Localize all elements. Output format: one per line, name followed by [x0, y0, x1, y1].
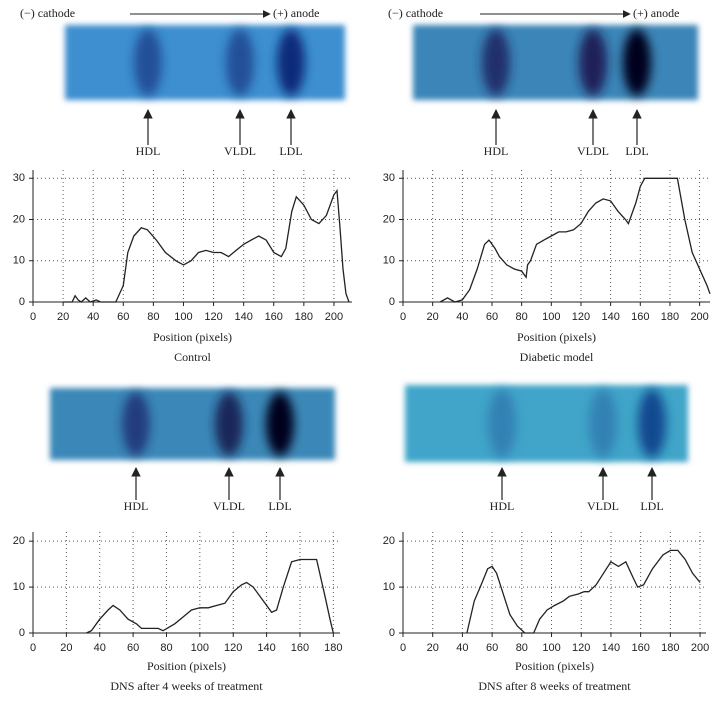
y-tick-label: 20 [13, 535, 25, 547]
x-tick-label: 60 [127, 642, 139, 654]
gel-band [215, 392, 243, 456]
x-tick-label: 0 [400, 642, 406, 654]
band-label: VLDL [213, 499, 245, 513]
y-tick-label: 20 [13, 213, 25, 225]
data-line [466, 549, 701, 634]
y-tick-label: 20 [383, 535, 395, 547]
x-tick-label: 120 [572, 311, 590, 323]
band-label: VLDL [587, 499, 619, 513]
x-tick-label: 60 [486, 642, 498, 654]
x-tick-label: 200 [690, 311, 708, 323]
y-tick-label: 30 [13, 172, 25, 184]
band-label: HDL [124, 499, 149, 513]
y-tick-label: 30 [383, 172, 395, 184]
x-tick-label: 20 [427, 642, 439, 654]
y-tick-label: 20 [383, 213, 395, 225]
x-axis-label: Position (pixels) [515, 659, 594, 673]
y-tick-label: 0 [389, 627, 395, 639]
x-tick-label: 80 [160, 642, 172, 654]
gel-image [413, 25, 698, 100]
x-tick-label: 140 [601, 311, 619, 323]
gel-band [482, 29, 510, 96]
cathode-label: (−) cathode [388, 6, 443, 20]
y-tick-label: 0 [19, 296, 25, 308]
band-label: HDL [136, 144, 161, 158]
y-tick-label: 0 [389, 296, 395, 308]
x-tick-label: 120 [204, 311, 222, 323]
x-tick-label: 40 [456, 642, 468, 654]
x-tick-label: 0 [30, 642, 36, 654]
x-tick-label: 180 [661, 642, 679, 654]
x-tick-label: 160 [265, 311, 283, 323]
x-tick-label: 160 [631, 642, 649, 654]
panel-caption: Control [174, 350, 211, 364]
gel-band [226, 29, 254, 96]
x-tick-label: 120 [572, 642, 590, 654]
panel-caption: DNS after 8 weeks of treatment [478, 679, 631, 693]
gel-band [589, 389, 617, 458]
x-tick-label: 160 [291, 642, 309, 654]
x-tick-label: 200 [325, 311, 343, 323]
band-label: VLDL [224, 144, 256, 158]
gel-band [488, 389, 516, 458]
x-axis-label: Position (pixels) [147, 659, 226, 673]
x-tick-label: 40 [94, 642, 106, 654]
data-line [439, 177, 711, 303]
band-label: VLDL [577, 144, 609, 158]
gel-band [277, 29, 305, 96]
x-axis-label: Position (pixels) [153, 330, 232, 344]
x-tick-label: 100 [542, 642, 560, 654]
x-tick-label: 80 [516, 311, 528, 323]
x-tick-label: 20 [60, 642, 72, 654]
x-tick-label: 0 [400, 311, 406, 323]
x-tick-label: 140 [602, 642, 620, 654]
gel-band [266, 392, 294, 456]
gel-band [122, 392, 150, 456]
gel-band [623, 29, 651, 96]
x-tick-label: 160 [631, 311, 649, 323]
x-tick-label: 140 [257, 642, 275, 654]
data-line [86, 558, 334, 634]
band-label: HDL [490, 499, 515, 513]
panel-caption: Diabetic model [520, 350, 594, 364]
x-tick-label: 180 [324, 642, 342, 654]
x-tick-label: 120 [224, 642, 242, 654]
band-label: HDL [484, 144, 509, 158]
x-tick-label: 20 [57, 311, 69, 323]
x-tick-label: 40 [87, 311, 99, 323]
band-label: LDL [268, 499, 291, 513]
x-tick-label: 100 [174, 311, 192, 323]
cathode-label: (−) cathode [20, 6, 75, 20]
y-tick-label: 10 [383, 581, 395, 593]
x-axis-label: Position (pixels) [517, 330, 596, 344]
panel-caption: DNS after 4 weeks of treatment [110, 679, 263, 693]
band-label: LDL [640, 499, 663, 513]
gel-band [638, 389, 666, 458]
x-tick-label: 180 [661, 311, 679, 323]
x-tick-label: 80 [516, 642, 528, 654]
gel-band [579, 29, 607, 96]
band-label: LDL [279, 144, 302, 158]
x-tick-label: 80 [147, 311, 159, 323]
band-label: LDL [625, 144, 648, 158]
data-line [63, 188, 350, 303]
anode-label: (+) anode [633, 6, 679, 20]
y-tick-label: 10 [383, 255, 395, 267]
x-tick-label: 100 [542, 311, 560, 323]
x-tick-label: 100 [191, 642, 209, 654]
x-tick-label: 20 [427, 311, 439, 323]
x-tick-label: 180 [295, 311, 313, 323]
anode-label: (+) anode [273, 6, 319, 20]
y-tick-label: 0 [19, 627, 25, 639]
x-tick-label: 200 [691, 642, 709, 654]
x-tick-label: 40 [456, 311, 468, 323]
x-tick-label: 60 [486, 311, 498, 323]
y-tick-label: 10 [13, 581, 25, 593]
gel-band [134, 29, 162, 96]
x-tick-label: 140 [234, 311, 252, 323]
x-tick-label: 0 [30, 311, 36, 323]
y-tick-label: 10 [13, 255, 25, 267]
x-tick-label: 60 [117, 311, 129, 323]
